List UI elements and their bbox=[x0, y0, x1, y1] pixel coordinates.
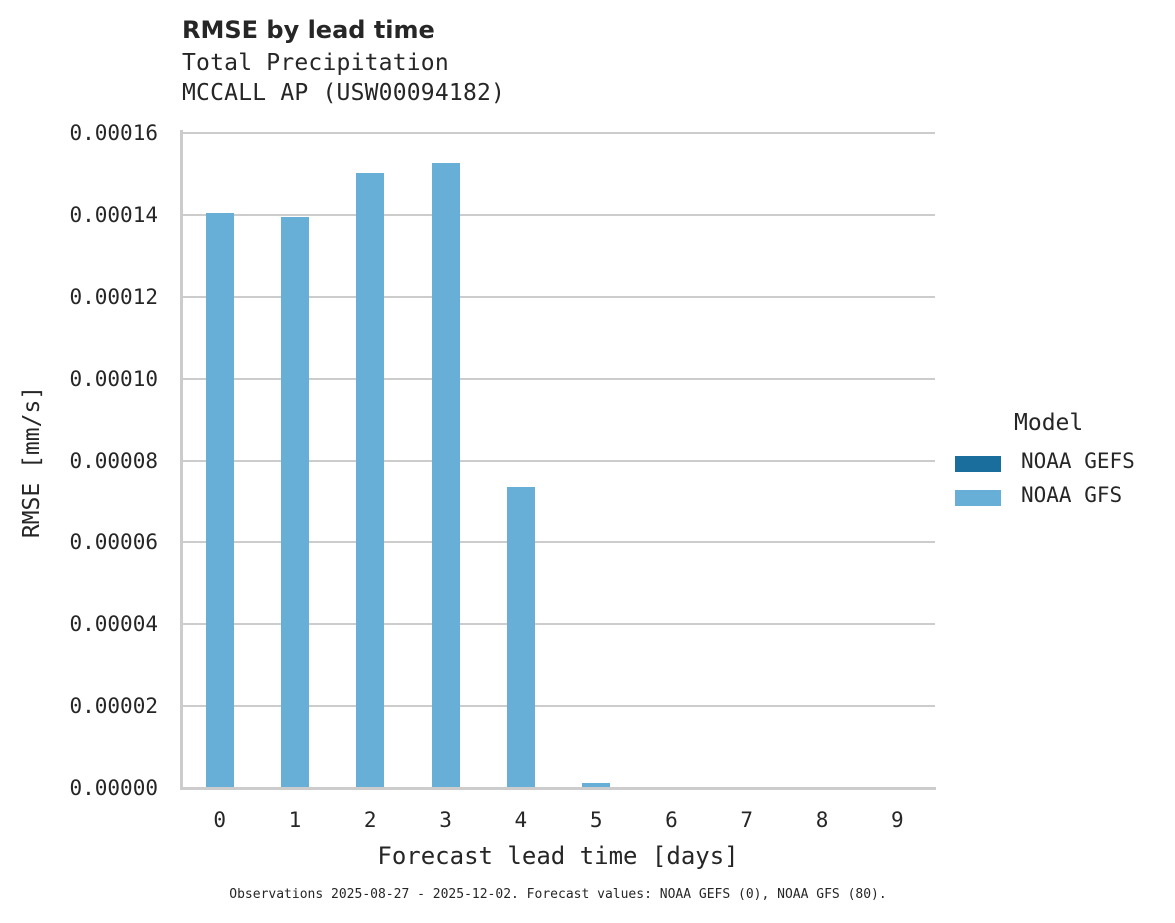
bar-noaa-gfs-day-5 bbox=[582, 783, 611, 788]
legend-label: NOAA GFS bbox=[1021, 483, 1123, 507]
bar-noaa-gfs-day-2 bbox=[356, 173, 385, 788]
y-tick-label: 0.00016 bbox=[69, 121, 158, 145]
legend-swatch-noaa-gfs bbox=[955, 490, 1001, 506]
gridline bbox=[182, 295, 935, 298]
y-tick-label: 0.00014 bbox=[69, 202, 158, 227]
x-tick-label: 4 bbox=[514, 808, 528, 832]
legend-label: NOAA GEFS bbox=[1021, 449, 1135, 473]
y-axis-label: RMSE [mm/s] bbox=[19, 385, 45, 539]
x-tick-label: 1 bbox=[288, 808, 302, 832]
y-tick-label: 0.00006 bbox=[69, 530, 158, 555]
bar-noaa-gfs-day-0 bbox=[205, 213, 234, 788]
gridline bbox=[182, 459, 935, 462]
x-axis-label: Forecast lead time [days] bbox=[377, 842, 739, 870]
x-tick-label: 2 bbox=[363, 808, 377, 832]
x-tick-label: 9 bbox=[891, 808, 904, 832]
legend-title: Model bbox=[1014, 410, 1084, 436]
x-tick-label: 8 bbox=[815, 808, 829, 832]
y-tick-label: 0.00010 bbox=[69, 366, 158, 391]
footnote: Observations 2025-08-27 - 2025-12-02. Fo… bbox=[229, 887, 887, 902]
gridline bbox=[182, 132, 935, 134]
gridline bbox=[182, 623, 935, 626]
gridline bbox=[182, 541, 935, 544]
y-axis-line bbox=[180, 130, 183, 790]
gridline bbox=[182, 377, 935, 380]
legend-swatch-noaa-gefs bbox=[955, 456, 1001, 472]
gridline bbox=[182, 705, 935, 708]
y-tick-label: 0.00004 bbox=[69, 612, 158, 637]
plot-area bbox=[182, 132, 935, 788]
x-tick-label: 7 bbox=[740, 808, 754, 832]
x-tick-label: 5 bbox=[589, 808, 603, 832]
chart-subtitle-station: MCCALL AP (USW00094182) bbox=[182, 80, 506, 106]
y-tick-label: 0.00012 bbox=[69, 284, 158, 309]
y-tick-label: 0.00000 bbox=[69, 776, 158, 800]
bar-noaa-gfs-day-4 bbox=[506, 487, 535, 788]
y-tick-label: 0.00008 bbox=[69, 448, 158, 473]
chart-subtitle-variable: Total Precipitation bbox=[182, 50, 449, 76]
x-tick-label: 3 bbox=[439, 808, 452, 832]
x-tick-label: 6 bbox=[665, 808, 678, 832]
bar-noaa-gfs-day-1 bbox=[280, 216, 309, 788]
gridline bbox=[182, 213, 935, 216]
y-tick-label: 0.00002 bbox=[69, 694, 158, 719]
x-axis-line bbox=[180, 787, 936, 790]
bar-noaa-gfs-day-3 bbox=[431, 162, 460, 788]
chart-title: RMSE by lead time bbox=[182, 16, 435, 44]
x-tick-label: 0 bbox=[213, 808, 226, 832]
